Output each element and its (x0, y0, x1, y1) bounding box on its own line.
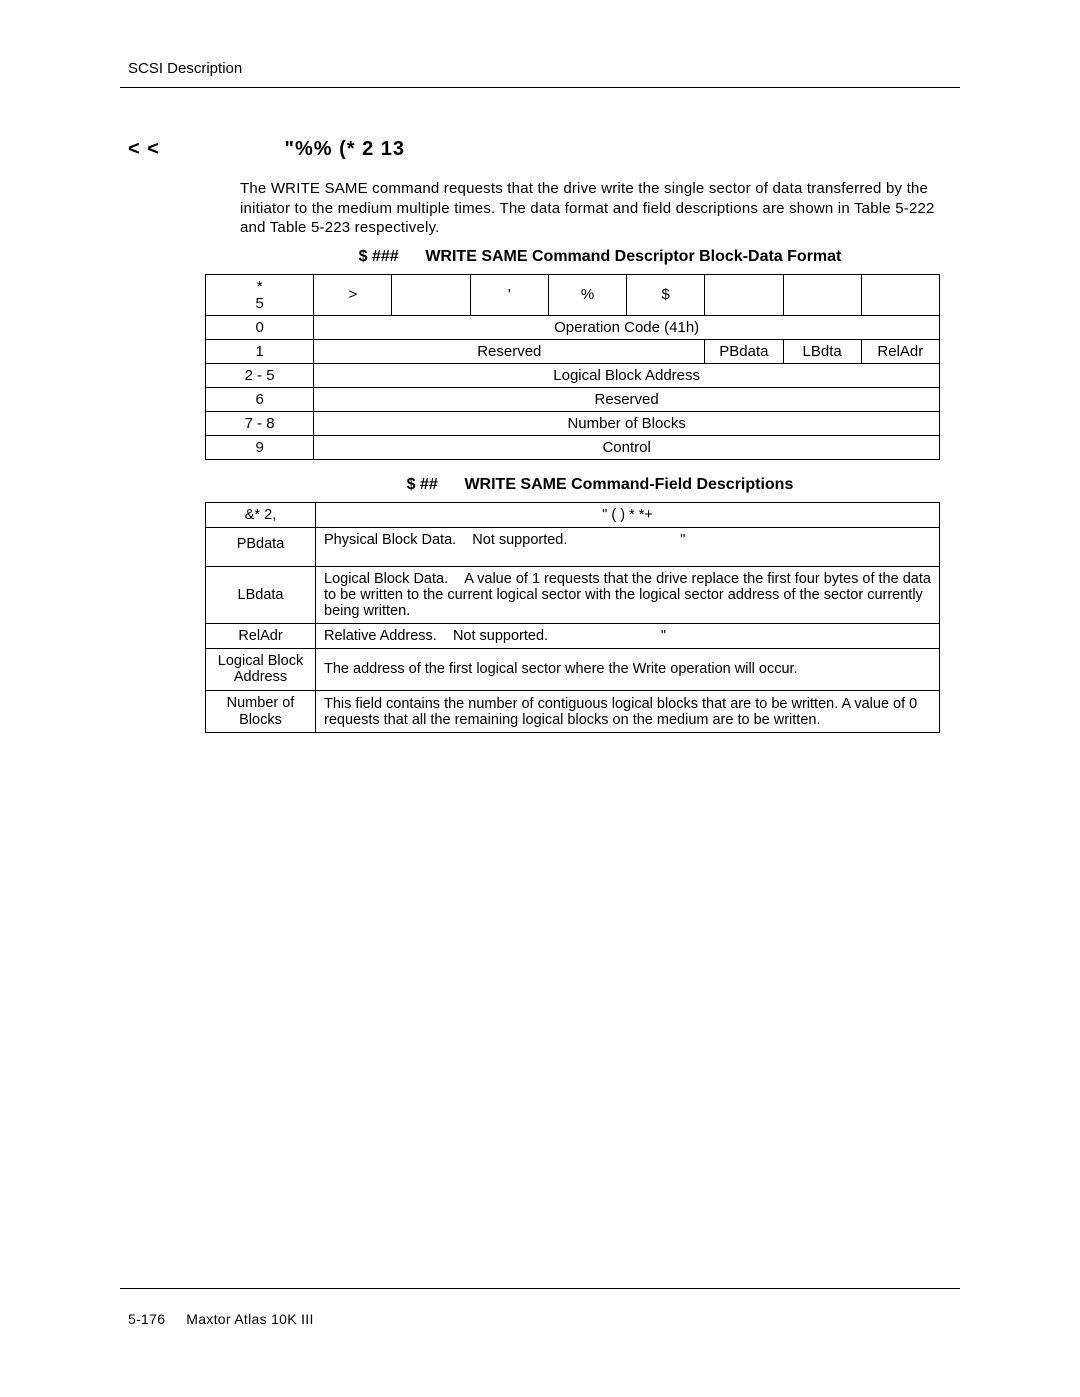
span-cell: Control (314, 435, 940, 459)
table-row: RelAdr Relative Address. Not supported. … (206, 623, 940, 648)
table-row: Number of Blocks This field contains the… (206, 690, 940, 732)
pbdata-cell: PBdata (705, 339, 783, 363)
intro-paragraph: The WRITE SAME command requests that the… (240, 179, 940, 238)
byte-cell: 7 - 8 (206, 411, 314, 435)
byte-header: * 5 (206, 274, 314, 315)
lbdta-cell: LBdta (783, 339, 861, 363)
field-desc-table: &* 2, " ( ) * *+ PBdata Physical Block D… (205, 502, 940, 734)
footer-rule (120, 1288, 960, 1289)
bit0 (861, 274, 939, 315)
span-cell: Reserved (314, 387, 940, 411)
page-footer: 5-176 Maxtor Atlas 10K III (128, 1311, 314, 1327)
field-name: Number of Blocks (206, 690, 316, 732)
bit1 (783, 274, 861, 315)
field-name: PBdata (206, 527, 316, 566)
byte-cell: 1 (206, 339, 314, 363)
table-row: 2 - 5 Logical Block Address (206, 363, 940, 387)
page: SCSI Description < < "%% (* 2 13 The WRI… (0, 0, 1080, 1397)
cdb-table: * 5 > ' % $ 0 Operation Code (41h) 1 Res… (205, 274, 940, 460)
byte-cell: 6 (206, 387, 314, 411)
field-desc: Physical Block Data. Not supported. " (316, 527, 940, 566)
bit2 (705, 274, 783, 315)
table-row: 6 Reserved (206, 387, 940, 411)
bit3: $ (627, 274, 705, 315)
field-name: Logical Block Address (206, 648, 316, 690)
table-row: 7 - 8 Number of Blocks (206, 411, 940, 435)
field-name: RelAdr (206, 623, 316, 648)
bit6 (392, 274, 470, 315)
span-cell: Number of Blocks (314, 411, 940, 435)
table-row: LBdata Logical Block Data. A value of 1 … (206, 566, 940, 623)
bit4: % (548, 274, 626, 315)
byte-cell: 9 (206, 435, 314, 459)
reserved-cell: Reserved (314, 339, 705, 363)
field-desc: Logical Block Data. A value of 1 request… (316, 566, 940, 623)
running-header: SCSI Description (128, 60, 960, 77)
byte-cell: 2 - 5 (206, 363, 314, 387)
table1-wrap: * 5 > ' % $ 0 Operation Code (41h) 1 Res… (205, 274, 940, 460)
table2-caption: $ ## WRITE SAME Command-Field Descriptio… (240, 476, 960, 494)
byte-cell: 0 (206, 315, 314, 339)
table1-caption: $ ### WRITE SAME Command Descriptor Bloc… (240, 248, 960, 266)
reladr-cell: RelAdr (861, 339, 939, 363)
table2-wrap: &* 2, " ( ) * *+ PBdata Physical Block D… (205, 502, 940, 734)
name-header: &* 2, (206, 502, 316, 527)
header-rule (120, 87, 960, 88)
table-row: * 5 > ' % $ (206, 274, 940, 315)
field-desc: Relative Address. Not supported. " (316, 623, 940, 648)
field-name: LBdata (206, 566, 316, 623)
table-row: PBdata Physical Block Data. Not supporte… (206, 527, 940, 566)
section-heading: < < "%% (* 2 13 (128, 138, 960, 161)
table-row: &* 2, " ( ) * *+ (206, 502, 940, 527)
table-row: Logical Block Address The address of the… (206, 648, 940, 690)
desc-header: " ( ) * *+ (316, 502, 940, 527)
span-cell: Operation Code (41h) (314, 315, 940, 339)
table-row: 1 Reserved PBdata LBdta RelAdr (206, 339, 940, 363)
span-cell: Logical Block Address (314, 363, 940, 387)
bit7: > (314, 274, 392, 315)
field-desc: The address of the first logical sector … (316, 648, 940, 690)
field-desc: This field contains the number of contig… (316, 690, 940, 732)
table-row: 9 Control (206, 435, 940, 459)
bit5: ' (470, 274, 548, 315)
table-row: 0 Operation Code (41h) (206, 315, 940, 339)
